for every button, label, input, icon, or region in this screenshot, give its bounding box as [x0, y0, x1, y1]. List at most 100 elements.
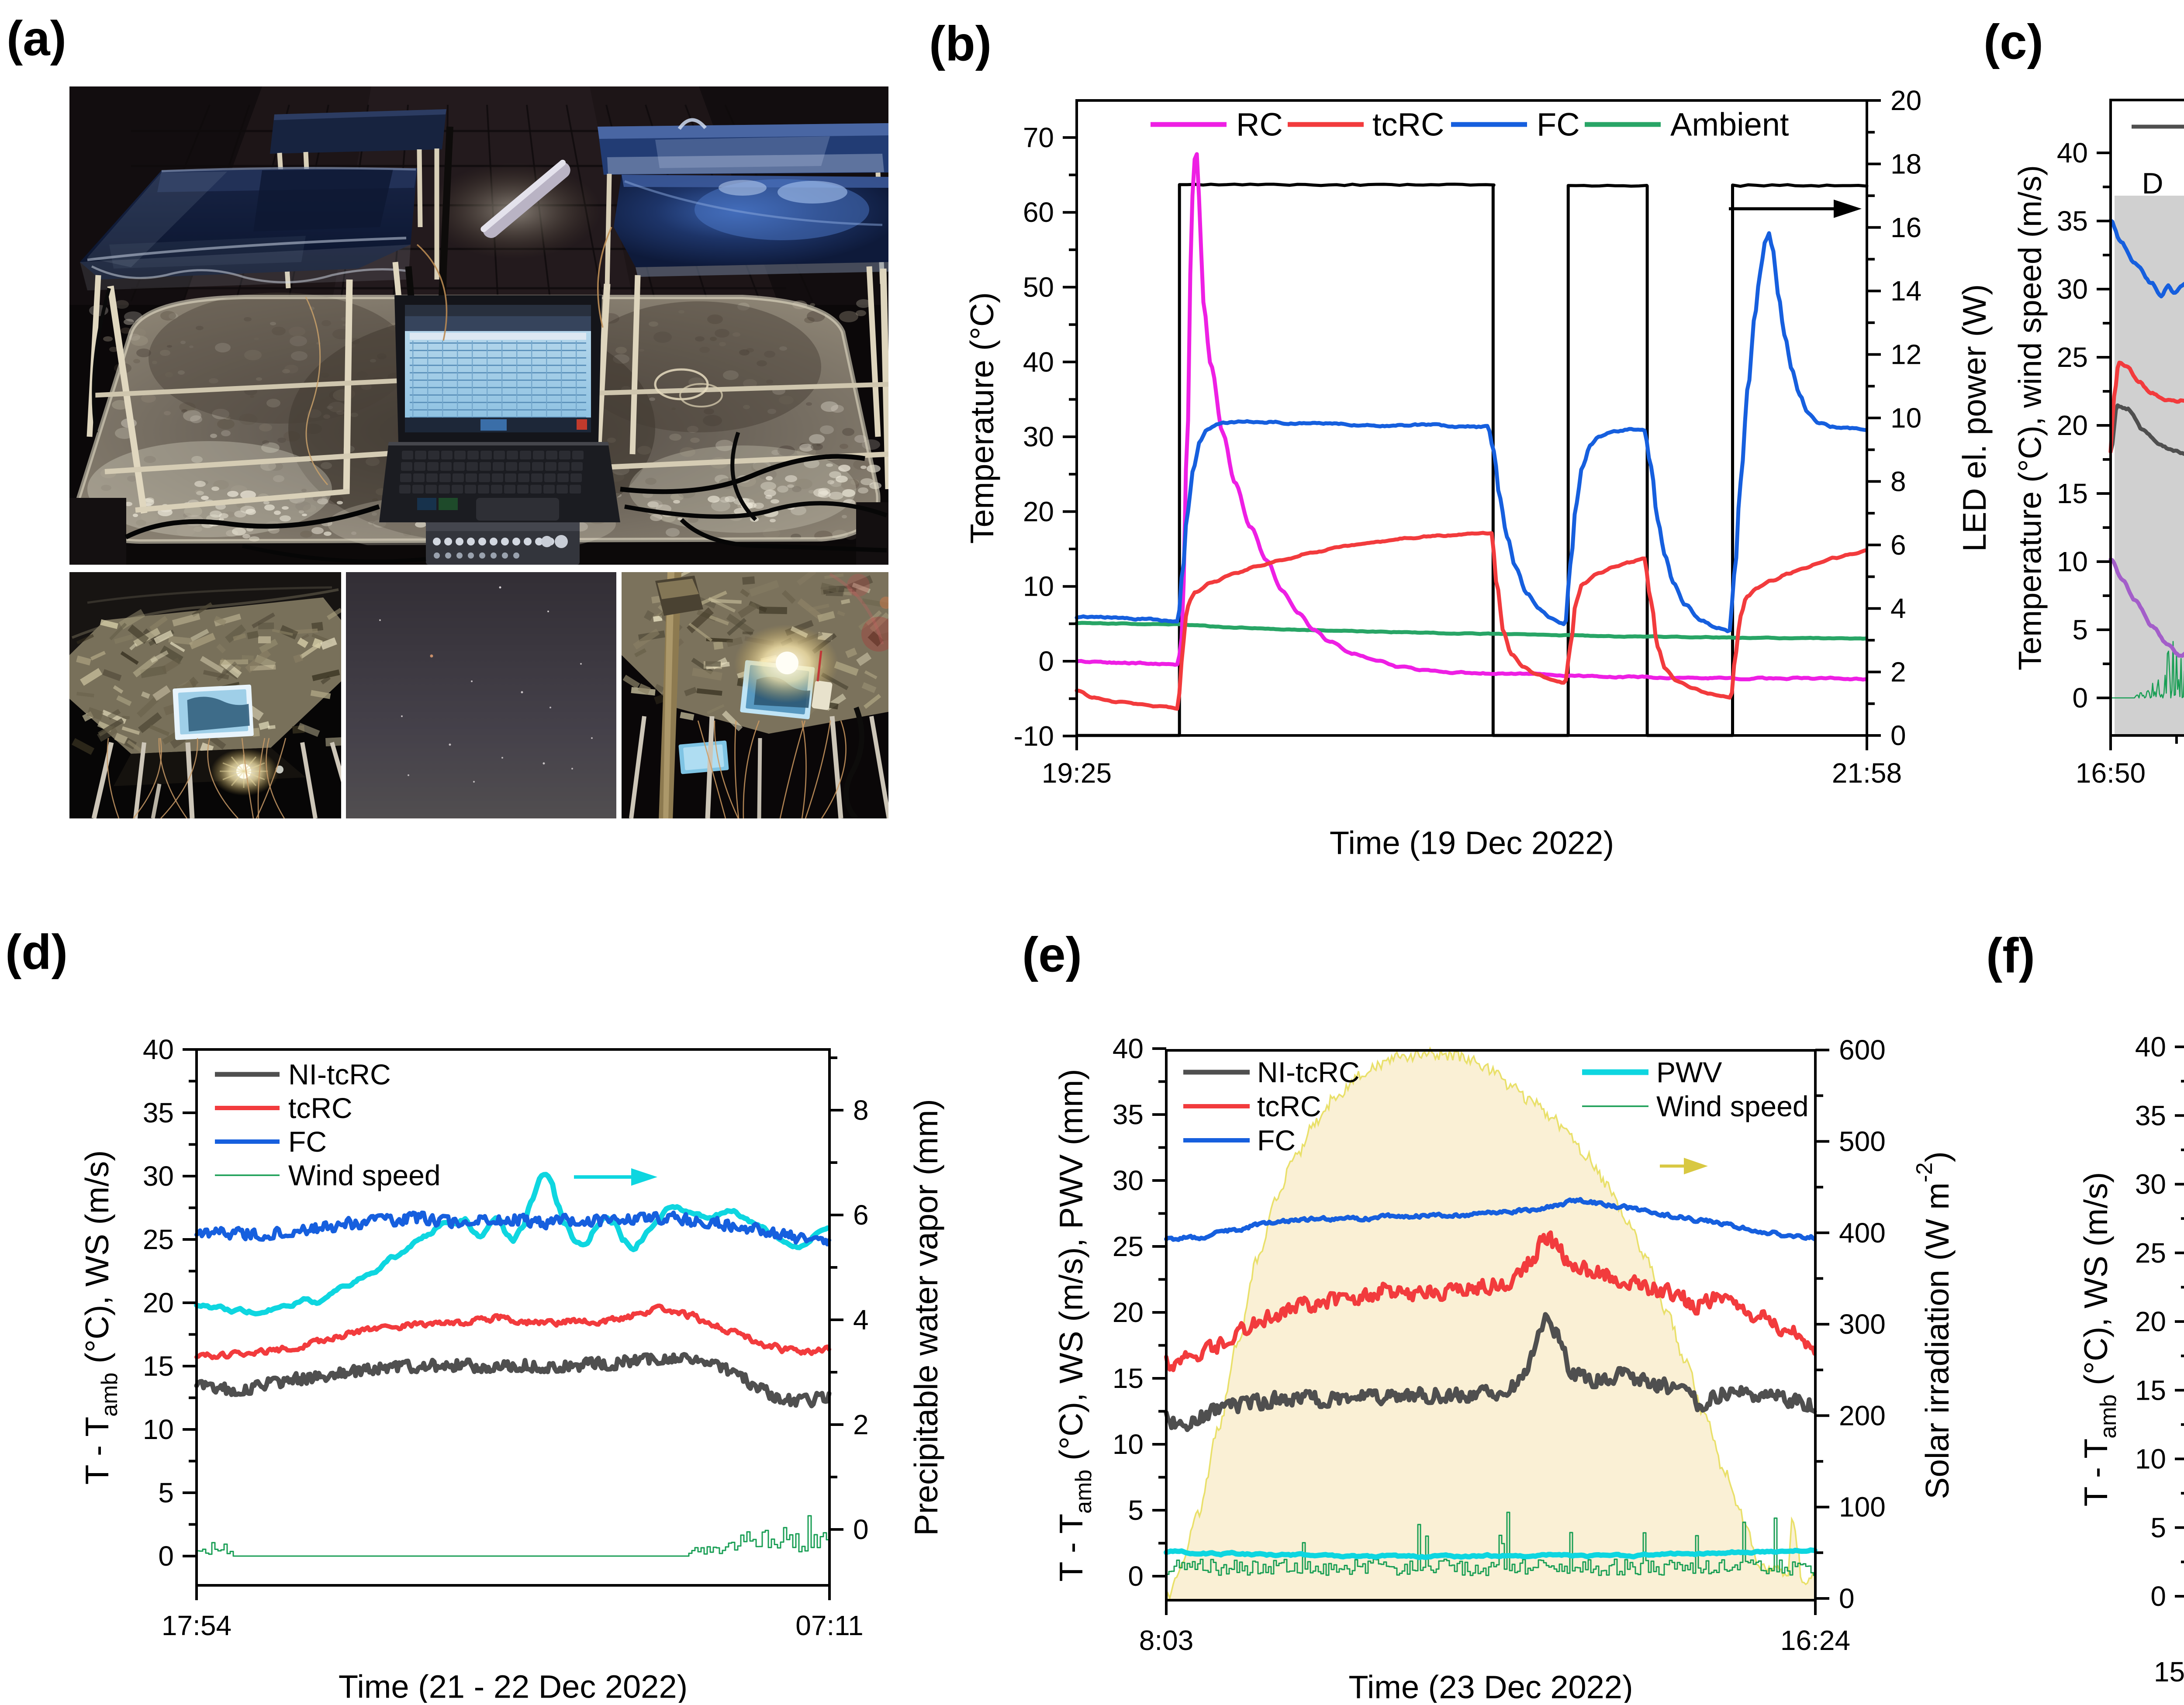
svg-text:tcRC: tcRC — [1257, 1090, 1321, 1122]
svg-text:5: 5 — [2072, 614, 2088, 645]
svg-text:D: D — [2142, 167, 2163, 200]
svg-text:60: 60 — [1023, 197, 1054, 228]
svg-text:21:58: 21:58 — [1832, 757, 1902, 789]
svg-text:0: 0 — [2150, 1581, 2166, 1612]
svg-text:Solar irradiation (W m-2): Solar irradiation (W m-2) — [1912, 1151, 1956, 1499]
svg-text:0: 0 — [1128, 1560, 1144, 1592]
svg-text:16:24: 16:24 — [1780, 1625, 1850, 1656]
svg-text:NI-tcRC: NI-tcRC — [288, 1058, 391, 1091]
svg-text:40: 40 — [2057, 137, 2088, 169]
svg-text:5: 5 — [158, 1477, 174, 1508]
svg-text:5: 5 — [2150, 1512, 2166, 1543]
svg-text:35: 35 — [2135, 1100, 2166, 1131]
svg-text:25: 25 — [2135, 1237, 2166, 1269]
svg-text:20: 20 — [143, 1287, 174, 1318]
svg-text:Temperature (°C): Temperature (°C) — [964, 292, 1000, 544]
svg-text:NI-tcRC: NI-tcRC — [1257, 1056, 1360, 1088]
svg-text:FC: FC — [288, 1125, 327, 1158]
svg-text:35: 35 — [2057, 205, 2088, 237]
svg-text:40: 40 — [143, 1034, 174, 1065]
svg-text:25: 25 — [143, 1224, 174, 1255]
svg-text:PWV: PWV — [1656, 1056, 1722, 1088]
svg-text:-10: -10 — [1014, 720, 1054, 752]
svg-text:Time (23 Dec 2022): Time (23 Dec 2022) — [1348, 1669, 1633, 1703]
svg-text:2: 2 — [853, 1409, 869, 1440]
svg-text:FC: FC — [1257, 1124, 1296, 1156]
svg-text:15: 15 — [143, 1350, 174, 1382]
svg-text:25: 25 — [1113, 1231, 1144, 1262]
svg-text:40: 40 — [1023, 346, 1054, 378]
svg-text:40: 40 — [2135, 1031, 2166, 1063]
svg-text:(a): (a) — [7, 11, 66, 66]
svg-text:(c): (c) — [1984, 15, 2043, 69]
svg-text:5: 5 — [1128, 1494, 1144, 1526]
svg-text:Precipitable water vapor (mm): Precipitable water vapor (mm) — [908, 1099, 944, 1536]
svg-text:20: 20 — [1113, 1297, 1144, 1328]
svg-text:300: 300 — [1839, 1308, 1886, 1340]
svg-text:15: 15 — [1113, 1363, 1144, 1394]
svg-text:FC: FC — [1537, 107, 1580, 143]
svg-text:200: 200 — [1839, 1400, 1886, 1431]
svg-text:8: 8 — [1890, 466, 1906, 497]
svg-text:20: 20 — [2057, 410, 2088, 441]
svg-text:(b): (b) — [929, 17, 992, 71]
svg-text:0: 0 — [853, 1514, 869, 1545]
svg-text:20: 20 — [2135, 1306, 2166, 1337]
svg-text:0: 0 — [1839, 1583, 1855, 1614]
svg-text:(e): (e) — [1022, 928, 1082, 982]
svg-text:tcRC: tcRC — [288, 1092, 352, 1124]
svg-text:LED el. power (W): LED el. power (W) — [1956, 284, 1993, 552]
svg-text:15: 15 — [2057, 478, 2088, 509]
svg-text:17:54: 17:54 — [162, 1610, 232, 1641]
svg-text:20: 20 — [1023, 496, 1054, 527]
svg-text:Wind speed: Wind speed — [288, 1159, 441, 1191]
svg-text:20: 20 — [1890, 85, 1921, 116]
svg-text:10: 10 — [143, 1414, 174, 1445]
svg-text:16: 16 — [1890, 212, 1921, 243]
svg-text:8: 8 — [853, 1094, 869, 1126]
svg-text:4: 4 — [1890, 593, 1906, 624]
svg-text:15:51: 15:51 — [2154, 1656, 2184, 1688]
svg-text:25: 25 — [2057, 342, 2088, 373]
svg-text:6: 6 — [853, 1199, 869, 1231]
svg-text:Temperature (°C), wind speed (: Temperature (°C), wind speed (m/s) — [2013, 165, 2048, 670]
svg-text:14: 14 — [1890, 275, 1921, 307]
svg-text:tcRC: tcRC — [1372, 107, 1444, 143]
svg-text:T - Tamb (°C), WS (m/s): T - Tamb (°C), WS (m/s) — [2077, 1172, 2121, 1507]
svg-text:500: 500 — [1839, 1126, 1886, 1157]
svg-text:12: 12 — [1890, 339, 1921, 370]
svg-text:30: 30 — [1023, 421, 1054, 452]
svg-text:0: 0 — [158, 1540, 174, 1572]
svg-text:RC: RC — [1236, 107, 1283, 143]
svg-text:30: 30 — [1113, 1165, 1144, 1196]
svg-text:8:03: 8:03 — [1139, 1625, 1194, 1656]
svg-text:T - Tamb (°C), WS (m/s): T - Tamb (°C), WS (m/s) — [79, 1150, 122, 1485]
svg-text:35: 35 — [143, 1097, 174, 1129]
svg-text:10: 10 — [1890, 402, 1921, 434]
svg-text:18: 18 — [1890, 148, 1921, 179]
svg-text:19:25: 19:25 — [1042, 757, 1112, 789]
svg-text:400: 400 — [1839, 1217, 1886, 1249]
svg-text:6: 6 — [1890, 529, 1906, 561]
svg-text:10: 10 — [1023, 571, 1054, 602]
svg-text:30: 30 — [143, 1160, 174, 1192]
svg-text:100: 100 — [1839, 1491, 1886, 1523]
svg-text:70: 70 — [1023, 122, 1054, 153]
svg-text:0: 0 — [1890, 720, 1906, 751]
svg-text:10: 10 — [1113, 1429, 1144, 1460]
svg-text:50: 50 — [1023, 272, 1054, 303]
svg-text:Time (21 - 22 Dec 2022): Time (21 - 22 Dec 2022) — [339, 1669, 688, 1703]
svg-text:Time (19 Dec 2022): Time (19 Dec 2022) — [1330, 825, 1614, 861]
svg-text:0: 0 — [1038, 645, 1054, 677]
svg-text:(d): (d) — [5, 925, 68, 980]
svg-text:2: 2 — [1890, 656, 1906, 688]
svg-text:4: 4 — [853, 1304, 869, 1336]
svg-text:40: 40 — [1113, 1033, 1144, 1064]
svg-text:10: 10 — [2135, 1443, 2166, 1475]
svg-text:10: 10 — [2057, 546, 2088, 577]
svg-text:(f): (f) — [1986, 928, 2035, 983]
svg-text:30: 30 — [2057, 273, 2088, 305]
svg-text:Wind speed: Wind speed — [1656, 1090, 1809, 1122]
svg-text:15: 15 — [2135, 1374, 2166, 1406]
svg-text:35: 35 — [1113, 1099, 1144, 1130]
